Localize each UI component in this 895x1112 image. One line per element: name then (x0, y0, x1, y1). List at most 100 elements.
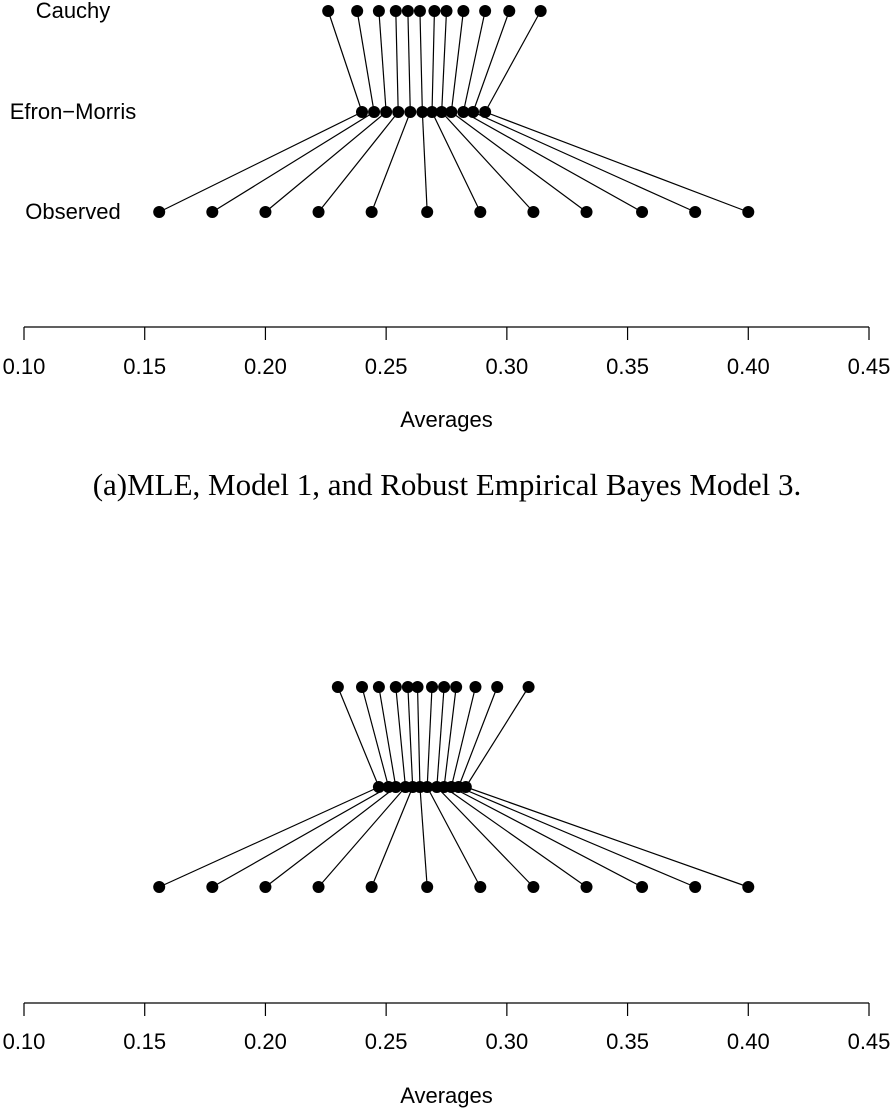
connector (265, 111, 387, 213)
connector (458, 686, 498, 788)
x-tick-label: 0.25 (365, 1029, 408, 1054)
dot (580, 206, 593, 218)
dot (459, 781, 472, 793)
dot (527, 881, 540, 893)
x-tick-label: 0.20 (244, 1029, 287, 1054)
connector (211, 111, 375, 213)
dot (503, 5, 516, 17)
x-tick-label: 0.15 (123, 354, 166, 379)
connector (443, 786, 587, 888)
dot (380, 106, 393, 118)
dot (421, 881, 434, 893)
connector (371, 111, 411, 213)
connector (465, 786, 749, 888)
connector (265, 786, 397, 888)
x-tick-label: 0.25 (365, 354, 408, 379)
connector (378, 686, 397, 788)
dot (636, 881, 649, 893)
connector (426, 786, 481, 888)
connector (337, 686, 380, 788)
connector (484, 111, 749, 213)
connector (458, 786, 696, 888)
dot (742, 206, 755, 218)
x-tick-label: 0.30 (485, 1029, 528, 1054)
connector (421, 111, 428, 213)
dot (372, 681, 385, 693)
connector (158, 111, 363, 213)
connector (419, 786, 428, 888)
connector (395, 686, 407, 788)
dot (411, 681, 424, 693)
x-tick-label: 0.15 (123, 1029, 166, 1054)
dot (259, 206, 272, 218)
dot (401, 5, 414, 17)
dot (153, 881, 166, 893)
row-label: Efron−Morris (10, 99, 137, 124)
connector (361, 686, 390, 788)
x-tick-label: 0.10 (3, 1029, 46, 1054)
dot (689, 881, 702, 893)
dot (438, 681, 451, 693)
connector (472, 10, 510, 113)
dot (435, 106, 448, 118)
connector (436, 786, 534, 888)
connector (407, 10, 411, 113)
dot (428, 5, 441, 17)
caption: (a)MLE, Model 1, and Robust Empirical Ba… (93, 467, 802, 502)
dot (322, 5, 335, 17)
dot (368, 106, 381, 118)
dot (312, 881, 325, 893)
dot (356, 681, 368, 693)
connector (318, 111, 399, 213)
connector (463, 111, 643, 213)
dot (469, 681, 482, 693)
connector (436, 686, 445, 788)
dot (534, 5, 547, 17)
dot (206, 206, 219, 218)
row-label: Cauchy (36, 0, 111, 23)
x-axis-label: Averages (400, 1083, 493, 1108)
connector (212, 786, 389, 888)
dot (467, 106, 480, 118)
connector (441, 10, 448, 113)
dot (474, 206, 487, 218)
dot (206, 881, 219, 893)
dot (372, 781, 385, 793)
x-tick-label: 0.35 (606, 354, 649, 379)
dot (474, 881, 487, 893)
connector (441, 111, 534, 213)
dot (351, 5, 364, 17)
connector (395, 10, 399, 113)
connector (450, 686, 477, 788)
dot (365, 881, 378, 893)
connector (484, 10, 542, 113)
connector (327, 10, 363, 113)
dot (491, 681, 504, 693)
dot (365, 206, 378, 218)
connector (407, 686, 414, 788)
connector (426, 686, 433, 788)
dot (404, 106, 417, 118)
x-tick-label: 0.20 (244, 354, 287, 379)
dot (416, 106, 429, 118)
dot (457, 5, 470, 17)
dot (445, 106, 458, 118)
dot (457, 106, 470, 118)
connector (431, 111, 481, 213)
x-tick-label: 0.30 (485, 354, 528, 379)
x-tick-label: 0.35 (606, 1029, 649, 1054)
connector (419, 10, 423, 113)
dot (413, 5, 426, 17)
dot (479, 5, 492, 17)
x-axis-label: Averages (400, 407, 493, 432)
connector (451, 786, 643, 888)
dot (479, 106, 492, 118)
dot (421, 206, 434, 218)
dot (522, 681, 535, 693)
dot (636, 206, 649, 218)
dot (580, 881, 593, 893)
connector (356, 10, 375, 113)
dot (527, 206, 540, 218)
dot (426, 681, 439, 693)
